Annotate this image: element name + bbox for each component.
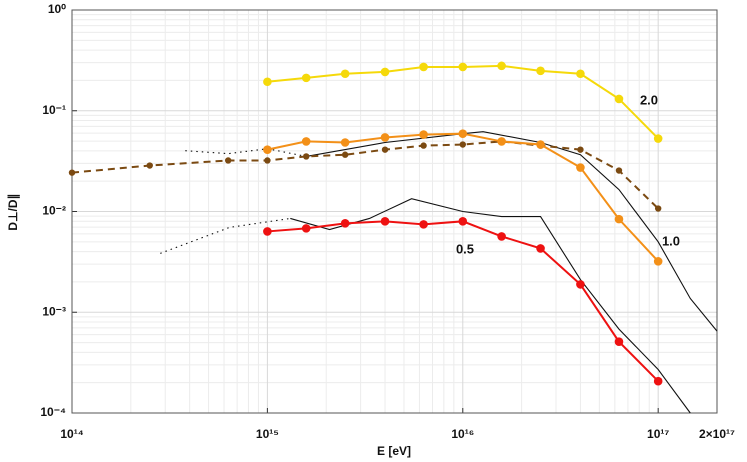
data-point: [263, 145, 272, 154]
data-point: [264, 157, 271, 164]
series-line: [306, 131, 718, 332]
data-point: [419, 220, 428, 229]
x-tick-label: 10¹⁶: [451, 427, 474, 441]
y-tick-label: 10⁻²: [42, 204, 66, 218]
data-point: [380, 217, 390, 226]
data-point: [576, 280, 585, 289]
annotation: 0.5: [456, 241, 474, 256]
data-point: [303, 153, 310, 160]
data-point: [576, 69, 585, 79]
data-point: [653, 257, 663, 266]
data-point: [301, 137, 311, 146]
x-tick-label: 10¹⁴: [60, 427, 83, 441]
data-point: [536, 66, 545, 76]
data-point: [380, 133, 390, 142]
data-point: [615, 167, 623, 174]
data-point: [380, 67, 390, 77]
data-point: [458, 129, 468, 138]
x-tick-label: 10¹⁵: [256, 427, 279, 441]
data-point: [654, 205, 662, 212]
x-tick-label: 10¹⁷: [647, 427, 669, 441]
y-tick-label: 10⁻³: [42, 304, 66, 318]
annotation: 2.0: [640, 92, 658, 107]
plot-frame: [71, 9, 718, 414]
data-point: [301, 73, 311, 83]
y-tick-label: 10⁻⁴: [40, 405, 66, 419]
data-point: [497, 232, 506, 241]
data-point: [653, 134, 663, 143]
data-point: [301, 224, 311, 233]
data-point: [340, 138, 350, 147]
data-point: [497, 137, 506, 146]
data-point: [68, 169, 76, 176]
data-point: [576, 163, 585, 172]
series-line: [160, 217, 291, 254]
data-point: [340, 219, 350, 228]
data-point: [653, 376, 663, 386]
data-point: [420, 142, 427, 149]
data-point: [419, 62, 428, 72]
data-point: [341, 151, 349, 158]
data-point: [536, 244, 545, 253]
data-point: [614, 214, 624, 224]
data-point: [536, 140, 545, 149]
y-axis-label: D⊥/D∥: [6, 193, 20, 230]
x-axis-label: E [eV]: [377, 444, 411, 458]
data-point: [263, 227, 272, 236]
data-point: [263, 77, 272, 87]
data-point: [458, 62, 468, 72]
data-point: [497, 61, 506, 71]
data-point: [577, 146, 584, 153]
y-tick-label: 10⁰: [48, 2, 66, 16]
y-tick-label: 10⁻¹: [42, 103, 66, 117]
data-point: [224, 157, 232, 164]
data-point: [340, 69, 350, 79]
data-point: [419, 130, 428, 139]
x-tick-label: 2×10¹⁷: [699, 427, 735, 441]
annotation: 1.0: [662, 233, 680, 248]
data-point: [614, 337, 624, 347]
data-point: [381, 146, 389, 153]
series-line: [185, 148, 307, 157]
data-point: [146, 162, 153, 169]
data-point: [614, 94, 624, 104]
data-point: [458, 217, 468, 226]
data-point: [459, 141, 466, 148]
